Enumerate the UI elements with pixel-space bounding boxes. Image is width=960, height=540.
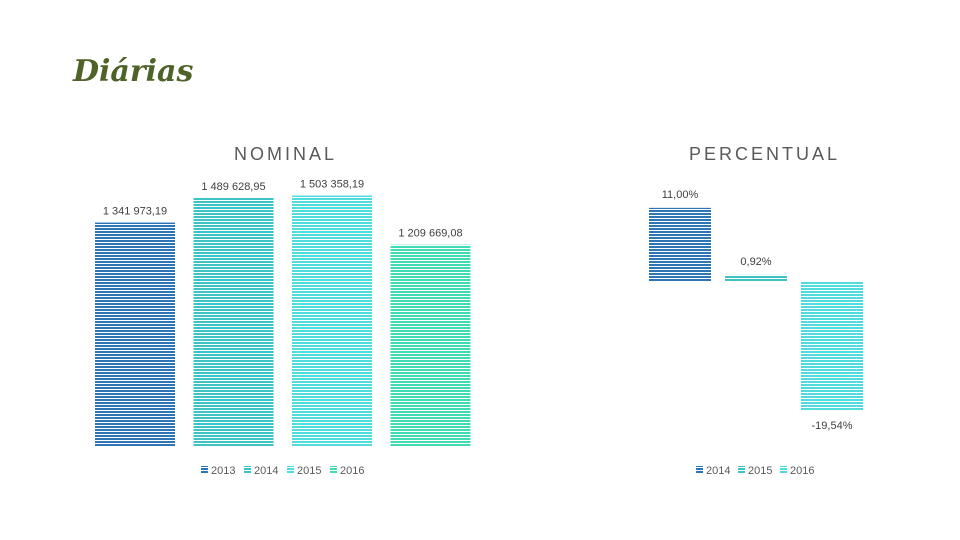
nominal-chart: 1 341 973,19 1 489 628,95 1 503 358,19 1 20… [95, 179, 471, 477]
percentual-legend-label-2015: 2015 [748, 465, 772, 477]
nominal-legend-swatch-2015 [287, 466, 294, 473]
nominal-bar-2016 [390, 244, 471, 447]
nominal-legend-label-2015: 2015 [297, 465, 321, 477]
nominal-legend-swatch-2013 [201, 466, 208, 473]
percentual-data-label-2015: 0,92% [740, 256, 771, 268]
nominal-chart-title: NOMINAL [234, 144, 338, 164]
nominal-data-label-2016: 1 209 669,08 [398, 228, 462, 240]
percentual-legend-swatch-2015 [738, 466, 745, 473]
percentual-legend-label-2016: 2016 [790, 465, 814, 477]
percentual-legend-swatch-2014 [696, 466, 703, 473]
percentual-data-label-2016: -19,54% [812, 420, 853, 432]
nominal-legend-label-2016: 2016 [340, 465, 364, 477]
percentual-data-label-2014: 11,00% [662, 189, 699, 201]
nominal-bar-2015 [292, 195, 372, 447]
page-title: Diárias [73, 54, 194, 89]
percentual-chart-title: PERCENTUAL [689, 144, 841, 164]
nominal-legend-label-2013: 2013 [211, 465, 235, 477]
percentual-chart: 11,00% 0,92% -19,54% 2014 2015 2016 [649, 189, 863, 477]
percentual-legend-swatch-2016 [780, 466, 787, 473]
nominal-legend-label-2014: 2014 [254, 465, 278, 477]
percentual-bar-2015 [725, 274, 787, 281]
nominal-data-label-2015: 1 503 358,19 [300, 179, 364, 191]
nominal-data-label-2013: 1 341 973,19 [103, 206, 167, 218]
nominal-data-label-2014: 1 489 628,95 [201, 181, 265, 193]
percentual-bar-2016 [801, 281, 863, 411]
percentual-legend-label-2014: 2014 [706, 465, 730, 477]
nominal-bar-2013 [95, 222, 175, 447]
nominal-legend-swatch-2014 [244, 466, 251, 473]
nominal-bar-2014 [193, 197, 274, 447]
nominal-legend-swatch-2016 [330, 466, 337, 473]
percentual-bar-2014 [649, 207, 711, 281]
